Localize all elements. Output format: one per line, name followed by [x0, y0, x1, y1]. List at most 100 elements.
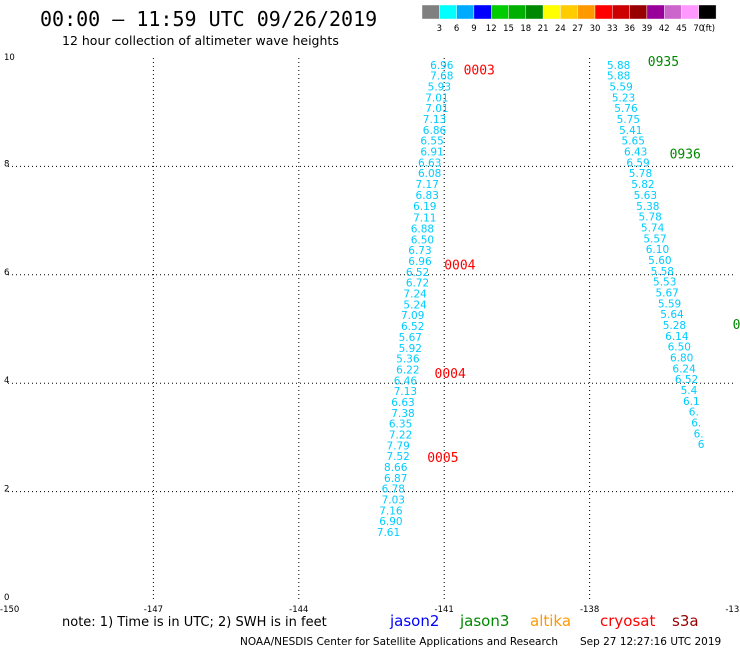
wave-height-label: 6.90	[379, 516, 402, 528]
wave-height-label: 6.59	[626, 157, 649, 169]
axis-tick-labels: -150 -147 -144 -141 -138 -135 0 2 4 6 8 10	[0, 53, 740, 615]
wave-height-label: 5.63	[634, 190, 657, 202]
wave-height-label: 6.52	[401, 321, 424, 333]
chart-subtitle: 12 hour collection of altimeter wave hei…	[62, 33, 339, 48]
wave-height-label: 7.38	[391, 408, 414, 420]
chart-title: 00:00 – 11:59 UTC 09/26/2019	[40, 7, 377, 31]
wave-height-label: 7.61	[377, 527, 400, 539]
wave-height-label: 6.10	[646, 244, 669, 256]
wave-height-label: 5.65	[622, 136, 645, 148]
color-scale-swatch	[439, 4, 457, 20]
wave-height-label: 6.96	[430, 60, 454, 72]
legend-cryosat: cryosat	[600, 612, 655, 630]
wave-height-label: 6.72	[406, 278, 429, 290]
color-scale-swatch	[508, 4, 526, 20]
color-scale-swatch	[612, 4, 630, 20]
wave-height-label: 7.01	[425, 92, 448, 104]
wave-height-label: 7.52	[386, 451, 409, 463]
wave-height-label: 7.22	[389, 429, 412, 441]
color-scale-label: 33	[607, 24, 618, 34]
wave-height-label: 6.	[694, 428, 704, 440]
wave-height-label: 6.08	[418, 168, 441, 180]
x-tick-label: -150	[0, 605, 19, 615]
color-scale-label: 9	[471, 24, 476, 34]
wave-height-label: 6.24	[672, 363, 696, 375]
wave-height-label: 5.4	[681, 385, 698, 397]
legend-s3a: s3a	[672, 612, 699, 630]
color-scale-swatch	[594, 4, 613, 20]
wave-height-label: 5.57	[643, 233, 666, 245]
color-scale-label: 3	[437, 24, 442, 34]
wave-height-label: 7.13	[394, 386, 417, 398]
time-labels: 0003 0004 0004 0005 0935 0936 0	[427, 55, 740, 466]
wave-height-label: 5.59	[609, 82, 632, 94]
wave-height-label: 7.01	[425, 103, 448, 115]
pass-time-label: 0935	[648, 55, 679, 70]
wave-height-label: 5.23	[612, 92, 635, 104]
wave-height-label: 5.67	[399, 332, 422, 344]
color-scale-swatch	[664, 4, 682, 20]
wave-height-label: 6.88	[411, 224, 434, 236]
wave-height-label: 5.88	[607, 60, 630, 72]
legend-altika: altika	[530, 612, 571, 630]
wave-height-label: 5.41	[619, 125, 642, 137]
color-scale-swatch	[473, 4, 492, 20]
legend-jason2: jason2	[389, 612, 439, 630]
wave-height-label: 5.92	[399, 343, 422, 355]
wave-height-label: 5.82	[631, 179, 654, 191]
wave-height-label: 6.87	[384, 473, 407, 485]
wave-height-label: 6.22	[396, 364, 419, 376]
wave-height-label: 7.13	[423, 114, 446, 126]
color-scale-label: 39	[641, 24, 652, 34]
footer-credit: NOAA/NESDIS Center for Satellite Applica…	[240, 636, 558, 648]
wave-height-label: 5.36	[396, 354, 420, 366]
wave-height-label: 6.	[689, 407, 699, 419]
color-scale-swatch	[560, 4, 578, 20]
wave-height-label: 6.1	[683, 396, 700, 408]
wave-height-label: 7.09	[401, 310, 424, 322]
color-scale-label: 15	[503, 24, 514, 34]
wave-height-label: 6.43	[624, 147, 647, 159]
wave-height-label: 6.46	[394, 375, 418, 387]
wave-height-label: 6.52	[675, 374, 698, 386]
wave-height-label: 7.24	[403, 289, 427, 301]
wave-height-label: 6.50	[411, 234, 434, 246]
color-scale-label: 21	[538, 24, 549, 34]
wave-height-label: 6.19	[413, 201, 436, 213]
wave-height-label: 7.16	[379, 505, 403, 517]
wave-height-label: 5.53	[653, 277, 676, 289]
wave-height-label: 6.55	[420, 136, 443, 148]
color-scale-unit: (ft)	[702, 24, 715, 34]
wave-height-label: 7.17	[416, 179, 439, 191]
wave-height-label: 5.78	[629, 168, 652, 180]
wave-height-label: 6.80	[670, 353, 693, 365]
color-scale-swatch	[421, 4, 440, 20]
pass-time-label: 0004	[444, 258, 475, 273]
x-tick-label: -147	[144, 605, 163, 615]
pass-time-label: 0936	[670, 147, 701, 162]
color-scale-swatch	[577, 4, 596, 20]
wave-height-label: 5.24	[403, 299, 427, 311]
color-scale-label: 18	[520, 24, 531, 34]
pass-time-label: 0005	[427, 451, 458, 466]
wave-height-label: 6.14	[665, 331, 689, 343]
wave-height-label: 6.96	[408, 256, 432, 268]
wave-height-label: 5.75	[617, 114, 640, 126]
color-scale-label: 6	[454, 24, 459, 34]
wave-height-label: 6.91	[420, 147, 443, 159]
wave-height-label: 5.74	[641, 222, 665, 234]
wave-height-label: 5.64	[660, 309, 684, 321]
color-scale-swatch	[542, 4, 561, 20]
wave-height-label: 8.66	[384, 462, 408, 474]
wave-height-label: 6.83	[416, 190, 439, 202]
wave-height-label: 6.78	[382, 484, 405, 496]
color-scale-label: 42	[659, 24, 670, 34]
legend-jason3: jason3	[459, 612, 509, 630]
wave-height-label: 5.93	[428, 82, 451, 94]
y-tick-label: 2	[4, 485, 9, 495]
wave-height-label: 5.59	[658, 298, 681, 310]
color-scale-swatch	[629, 4, 648, 20]
pass-time-label: 0004	[435, 367, 466, 382]
wave-height-label: 7.11	[413, 213, 436, 225]
wave-height-label: 5.76	[614, 103, 638, 115]
